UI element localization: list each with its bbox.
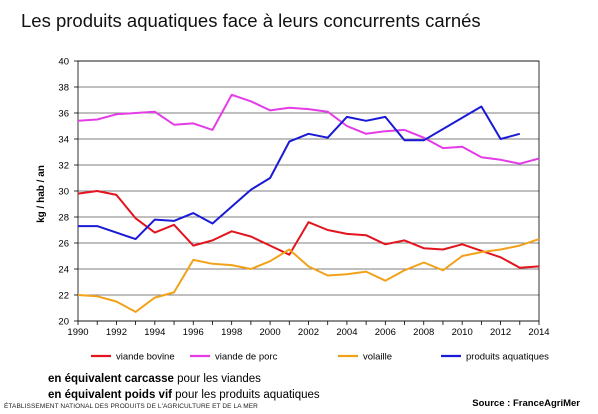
x-tick-label-1994: 1994 (144, 327, 165, 338)
series-lines (77, 93, 540, 313)
x-tick-label-2004: 2004 (336, 327, 357, 338)
series-line-volaille (77, 238, 540, 313)
x-tick-label-2008: 2008 (413, 327, 434, 338)
x-tick-label-2012: 2012 (490, 327, 511, 338)
legend-label-viande-bovine: viande bovine (116, 352, 175, 363)
y-tick-label-40: 40 (58, 57, 69, 68)
x-tick-label-2014: 2014 (528, 327, 549, 338)
note-poids-vif: en équivalent poids vif pour les produit… (48, 389, 320, 401)
y-tick-label-38: 38 (58, 83, 69, 94)
y-tick-label-32: 32 (58, 161, 69, 172)
series-line-produits-aquatiques (78, 105, 521, 241)
chart-title: Les produits aquatiques face à leurs con… (21, 10, 481, 31)
legend-label-viande-de-porc: viande de porc (215, 352, 278, 363)
x-tick-label-2006: 2006 (375, 327, 396, 338)
y-tick-label-28: 28 (58, 213, 69, 224)
x-tick-labels: 1990 1992 1994 1996 1998 2000 2002 2004 2006 2008… (67, 327, 549, 338)
y-tick-label-34: 34 (58, 135, 69, 146)
note-carcasse-rest: pour les viandes (173, 373, 261, 385)
x-tick-label-2002: 2002 (298, 327, 319, 338)
y-tick-label-22: 22 (58, 291, 69, 302)
x-tick-label-1990: 1990 (67, 327, 88, 338)
y-tick-label-26: 26 (58, 239, 69, 250)
note-carcasse: en équivalent carcasse pour les viandes (48, 373, 261, 385)
y-tick-label-20: 20 (58, 317, 69, 328)
x-tick-label-1992: 1992 (106, 327, 127, 338)
note-poids-vif-rest: pour les produits aquatiques (171, 389, 320, 401)
legend: viande bovine viande de porc volaille produ… (91, 352, 549, 363)
x-tick-label-2010: 2010 (452, 327, 473, 338)
y-axis-label: kg / hab / an (36, 165, 47, 223)
y-tick-label-24: 24 (58, 265, 69, 276)
note-carcasse-bold: en équivalent carcasse (48, 373, 174, 385)
grid-lines (78, 60, 539, 322)
legend-label-volaille: volaille (363, 352, 392, 363)
y-tick-labels: 20 22 24 26 28 30 32 34 36 38 40 (58, 57, 69, 328)
footer-source: Source : FranceAgriMer (472, 398, 580, 409)
footer-organisation: ÉTABLISSEMENT NATIONAL DES PRODUITS DE L… (4, 403, 258, 410)
y-tick-label-36: 36 (58, 109, 69, 120)
axes (74, 60, 540, 325)
x-tick-label-1996: 1996 (183, 327, 204, 338)
x-tick-label-2000: 2000 (260, 327, 281, 338)
series-line-viande-bovine (77, 190, 540, 269)
note-poids-vif-bold: en équivalent poids vif (48, 389, 172, 401)
legend-label-produits-aquatiques: produits aquatiques (466, 352, 549, 363)
series-line-viande-de-porc (77, 93, 540, 165)
x-tick-label-1998: 1998 (221, 327, 242, 338)
y-tick-label-30: 30 (58, 187, 69, 198)
